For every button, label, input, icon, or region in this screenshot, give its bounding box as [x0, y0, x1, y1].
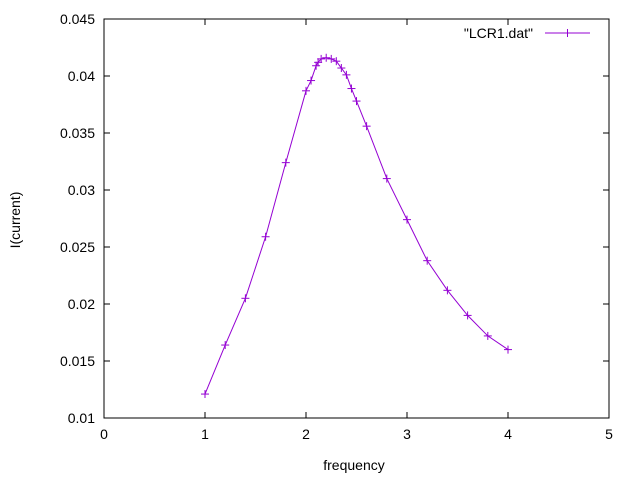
data-point	[302, 86, 310, 95]
data-point	[332, 57, 341, 66]
x-tick-label: 4	[504, 426, 512, 442]
data-point	[221, 341, 230, 350]
data-point	[281, 158, 290, 167]
y-tick-label: 0.025	[60, 239, 95, 255]
data-point	[327, 54, 336, 63]
y-tick-label: 0.02	[68, 296, 95, 312]
y-tick-labels: 0.01 0.015 0.02 0.025 0.03 0.035 0.04 0.045	[60, 11, 95, 426]
x-axis-title: frequency	[323, 457, 384, 473]
data-point	[337, 64, 346, 73]
data-point	[307, 76, 316, 85]
x-tick-label: 2	[302, 426, 310, 442]
data-point	[352, 97, 361, 106]
y-axis-title: I(current)	[7, 192, 23, 249]
data-point	[483, 331, 492, 340]
data-point	[342, 70, 351, 79]
data-point	[504, 345, 512, 354]
y-tick-label: 0.015	[60, 353, 95, 369]
y-tick-label: 0.03	[68, 182, 95, 198]
legend-label: "LCR1.dat"	[464, 25, 533, 41]
legend: "LCR1.dat"	[464, 25, 590, 41]
data-point	[362, 122, 371, 131]
data-point	[463, 311, 472, 320]
data-point	[443, 286, 452, 295]
data-point	[317, 54, 326, 63]
data-point	[322, 53, 331, 62]
data-point	[403, 215, 411, 224]
x-tick-label: 5	[605, 426, 613, 442]
data-point	[423, 256, 432, 265]
x-tick-label: 1	[201, 426, 209, 442]
x-tick-label: 0	[100, 426, 108, 442]
y-tick-label: 0.01	[68, 410, 95, 426]
axis-ticks	[103, 18, 610, 419]
legend-point-marker	[563, 29, 572, 37]
x-tick-label: 3	[403, 426, 411, 442]
data-point	[241, 294, 250, 303]
series-line	[204, 57, 509, 395]
data-point	[347, 84, 356, 93]
data-point	[312, 61, 321, 70]
data-point	[261, 232, 270, 241]
x-tick-labels: 0 1 2 3 4 5	[100, 426, 613, 442]
data-point	[201, 390, 209, 399]
y-tick-label: 0.045	[60, 11, 95, 27]
legend-marker	[563, 29, 572, 37]
y-tick-label: 0.035	[60, 125, 95, 141]
data-point	[382, 174, 391, 183]
plot-area-frame	[103, 18, 610, 419]
series-layer	[201, 53, 512, 399]
y-tick-label: 0.04	[68, 68, 95, 84]
